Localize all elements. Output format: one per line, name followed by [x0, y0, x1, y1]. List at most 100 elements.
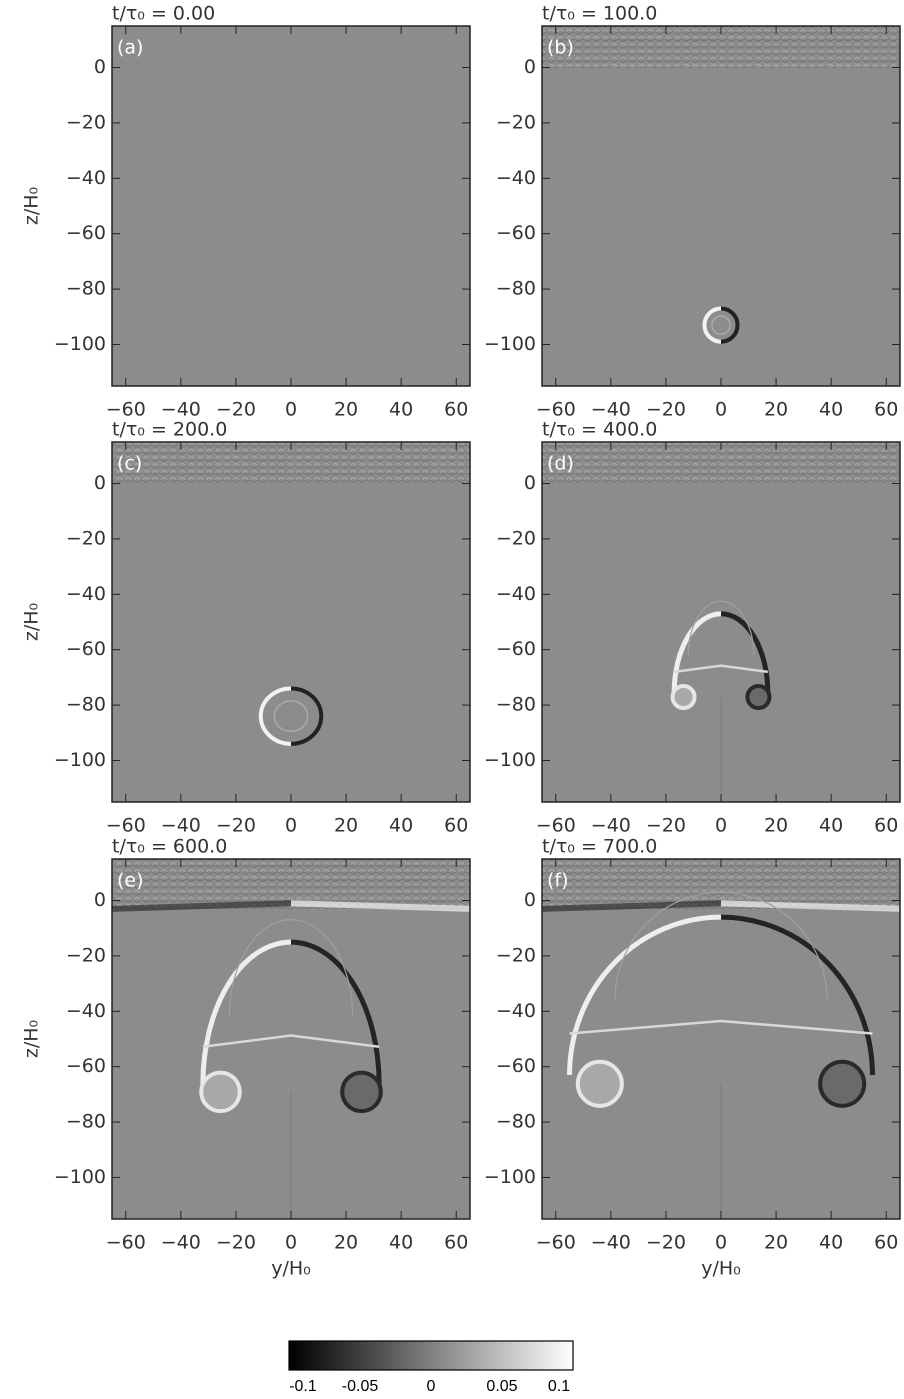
- y-axis-label: z/H₀: [21, 187, 43, 225]
- y-tick-label: −100: [484, 1166, 536, 1188]
- x-tick-label: 20: [334, 815, 358, 837]
- y-tick-label: −100: [54, 333, 106, 355]
- x-tick-label: −40: [591, 399, 631, 421]
- y-tick-label: 0: [524, 472, 536, 494]
- panel-label: (a): [117, 37, 143, 59]
- x-tick-label: 20: [764, 399, 788, 421]
- panel-title: t/τ₀ = 400.0: [542, 419, 657, 441]
- x-tick-label: 60: [444, 1232, 468, 1254]
- x-tick-label: 20: [764, 815, 788, 837]
- panel-label: (c): [117, 453, 142, 475]
- y-tick-label: 0: [94, 56, 106, 78]
- panel-title: t/τ₀ = 200.0: [112, 419, 227, 441]
- y-tick-label: −40: [496, 167, 536, 189]
- y-tick-label: −20: [496, 527, 536, 549]
- x-tick-label: 40: [389, 815, 413, 837]
- colorbar-tick-label: 0.05: [486, 1378, 517, 1395]
- x-tick-label: 0: [715, 399, 727, 421]
- y-tick-label: −80: [66, 1111, 106, 1133]
- y-tick-label: 0: [94, 889, 106, 911]
- y-tick-label: −40: [66, 583, 106, 605]
- figure: −60 −40 −20 0 20 40 60 0 −20 −40 −60 −80 −100 t/τ₀ = …: [0, 0, 904, 1399]
- x-tick-label: 0: [715, 1232, 727, 1254]
- x-tick-label: −60: [536, 815, 576, 837]
- curl-dark: [820, 1062, 864, 1106]
- x-tick-label: 60: [444, 815, 468, 837]
- x-tick-label: 0: [285, 399, 297, 421]
- y-tick-label: −100: [484, 749, 536, 771]
- x-tick-label: 60: [874, 1232, 898, 1254]
- x-tick-label: −40: [161, 1232, 201, 1254]
- x-tick-label: 60: [874, 815, 898, 837]
- x-tick-label: 20: [334, 1232, 358, 1254]
- x-tick-label: 40: [389, 1232, 413, 1254]
- x-tick-label: −40: [161, 815, 201, 837]
- panel: −60−40−2002040600−20−40−60−80−100t/τ₀ = …: [21, 836, 471, 1280]
- x-tick-label: −40: [161, 399, 201, 421]
- y-tick-label: −20: [496, 111, 536, 133]
- panel: −60−40−2002040600−20−40−60−80−100t/τ₀ = …: [21, 3, 471, 421]
- x-tick-label: −20: [646, 1232, 686, 1254]
- x-tick-label: 60: [444, 399, 468, 421]
- y-tick-label: −60: [496, 638, 536, 660]
- y-tick-label: −40: [66, 1000, 106, 1022]
- curl-dark: [747, 686, 769, 708]
- x-tick-label: −20: [646, 815, 686, 837]
- x-tick-label: −60: [106, 399, 146, 421]
- y-tick-label: −80: [496, 1111, 536, 1133]
- panel: −60 −40 −20 0 20 40 60 0 −20 −40 −60 −80 −100 t/τ₀ = …: [484, 419, 900, 837]
- x-axis-label: y/H₀: [271, 1258, 311, 1280]
- y-tick-label: −60: [66, 638, 106, 660]
- panel-title: t/τ₀ = 600.0: [112, 836, 227, 858]
- y-tick-label: −80: [66, 278, 106, 300]
- x-tick-label: −60: [106, 1232, 146, 1254]
- field: [542, 26, 900, 386]
- x-tick-label: −40: [591, 1232, 631, 1254]
- y-tick-label: −80: [496, 278, 536, 300]
- colorbar-tick-label: 0: [427, 1378, 436, 1395]
- x-tick-label: −20: [216, 815, 256, 837]
- x-tick-label: −20: [216, 1232, 256, 1254]
- x-tick-label: 40: [819, 815, 843, 837]
- panel-title: t/τ₀ = 700.0: [542, 836, 657, 858]
- x-tick-label: −40: [591, 815, 631, 837]
- panel-label: (d): [547, 453, 574, 475]
- panel-label: (f): [547, 870, 569, 892]
- field: [112, 26, 470, 386]
- y-tick-label: −80: [66, 694, 106, 716]
- y-tick-label: −80: [496, 694, 536, 716]
- y-tick-label: −40: [496, 583, 536, 605]
- y-tick-label: −20: [66, 527, 106, 549]
- y-tick-label: −60: [66, 222, 106, 244]
- y-tick-label: −60: [496, 222, 536, 244]
- x-tick-label: 40: [819, 1232, 843, 1254]
- colorbar-gradient: [289, 1341, 573, 1370]
- curl-dark: [342, 1073, 381, 1112]
- y-tick-label: −20: [496, 944, 536, 966]
- x-tick-label: 0: [285, 1232, 297, 1254]
- curl-light: [578, 1062, 622, 1106]
- panel-label: (b): [547, 37, 574, 59]
- colorbar-tick-label: 0.1: [548, 1378, 570, 1395]
- y-tick-label: 0: [524, 889, 536, 911]
- x-tick-label: −60: [536, 1232, 576, 1254]
- x-tick-label: 0: [715, 815, 727, 837]
- x-tick-label: −20: [646, 399, 686, 421]
- panel-title: t/τ₀ = 100.0: [542, 3, 657, 25]
- x-tick-label: 40: [389, 399, 413, 421]
- y-tick-label: 0: [94, 472, 106, 494]
- y-tick-label: −100: [484, 333, 536, 355]
- curl-light: [201, 1073, 240, 1112]
- colorbar-tick-label: -0.05: [342, 1378, 379, 1395]
- panel-label: (e): [117, 870, 144, 892]
- x-tick-label: 20: [334, 399, 358, 421]
- x-tick-label: −20: [216, 399, 256, 421]
- y-axis-label: z/H₀: [21, 1020, 43, 1058]
- y-tick-label: −100: [54, 749, 106, 771]
- panel-title: t/τ₀ = 0.00: [112, 3, 215, 25]
- y-tick-label: −60: [496, 1055, 536, 1077]
- y-tick-label: 0: [524, 56, 536, 78]
- curl-light: [673, 686, 695, 708]
